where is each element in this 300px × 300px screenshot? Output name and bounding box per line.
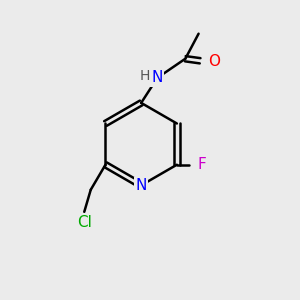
Text: O: O (208, 54, 220, 69)
Text: H: H (140, 68, 150, 83)
Text: N: N (152, 70, 163, 86)
Text: N: N (136, 178, 147, 193)
Text: Cl: Cl (77, 214, 92, 230)
Text: F: F (197, 157, 206, 172)
